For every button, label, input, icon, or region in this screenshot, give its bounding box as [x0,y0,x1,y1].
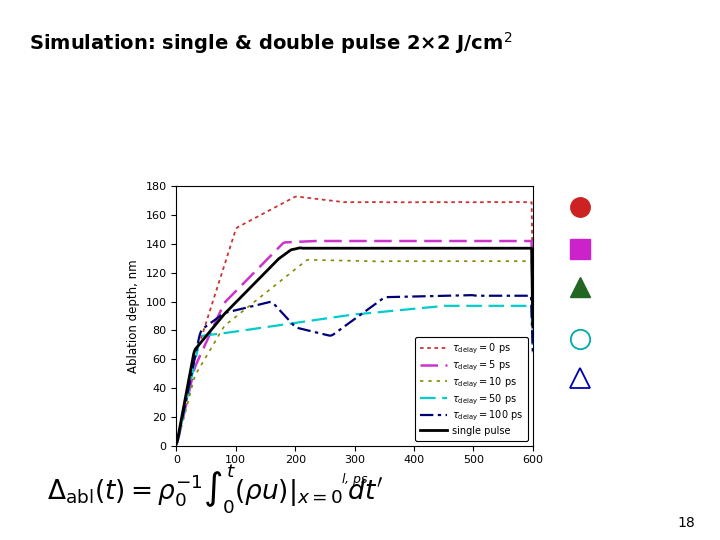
Legend: $\tau_{\mathrm{delay}} = 0$ ps, $\tau_{\mathrm{delay}} = 5$ ps, $\tau_{\mathrm{d: $\tau_{\mathrm{delay}} = 0$ ps, $\tau_{\… [415,337,528,441]
Text: 18: 18 [677,516,695,530]
X-axis label: $l$, ps: $l$, ps [341,471,369,488]
Text: $\Delta_{\rm abl}(t) = \rho_0^{-1} \int_0^t (\rho u)|_{x=0}\,dt'$: $\Delta_{\rm abl}(t) = \rho_0^{-1} \int_… [47,463,383,516]
Y-axis label: Ablation depth, nm: Ablation depth, nm [127,259,140,373]
Text: Simulation: single & double pulse 2×2 J/cm$^2$: Simulation: single & double pulse 2×2 J/… [29,30,512,56]
